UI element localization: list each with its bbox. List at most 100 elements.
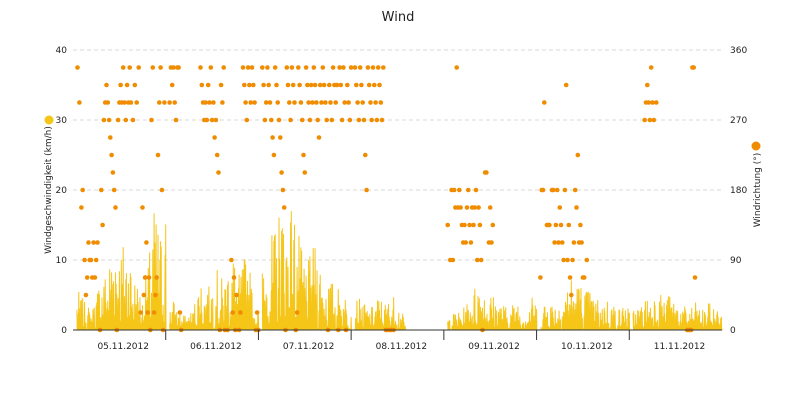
wind-direction-point-2012-11-06-45 xyxy=(249,65,255,70)
wind-direction-point-2012-11-06-21 xyxy=(212,135,217,140)
wind-direction-point-2012-11-05-5 xyxy=(83,292,89,298)
wind-direction-point-2012-11-07-42 xyxy=(314,100,319,105)
x-tick-09.11.2012: 09.11.2012 xyxy=(468,342,520,352)
wind-direction-point-2012-11-05-58 xyxy=(157,100,162,105)
wind-direction-point-2012-11-07-61 xyxy=(338,82,344,88)
wind-direction-point-2012-11-09-13 xyxy=(463,240,469,245)
left-tick-10: 10 xyxy=(56,256,68,266)
wind-direction-point-2012-11-05-54 xyxy=(151,310,157,315)
wind-direction-point-2012-11-07-8 xyxy=(270,135,275,140)
wind-direction-point-2012-11-05-59 xyxy=(158,65,163,70)
left-axis-title: Windgeschwindigkeit (km/h) xyxy=(44,126,54,254)
wind-direction-point-2012-11-10-9 xyxy=(552,240,557,245)
wind-direction-point-2012-11-05-35 xyxy=(123,117,129,123)
wind-direction-point-2012-11-06-5 xyxy=(173,117,179,123)
wind-direction-point-2012-11-07-69 xyxy=(348,65,354,70)
wind-direction-point-2012-11-08-3 xyxy=(356,117,362,123)
wind-direction-point-2012-11-10-14 xyxy=(558,222,564,228)
wind-direction-point-2012-11-07-43 xyxy=(315,117,321,123)
wind-direction-point-2012-11-08-14 xyxy=(370,65,376,70)
wind-direction-point-2012-11-08-11 xyxy=(366,82,372,88)
x-tick-06.11.2012: 06.11.2012 xyxy=(190,342,242,352)
x-tick-11.11.2012: 11.11.2012 xyxy=(654,342,706,352)
wind-direction-point-2012-11-09-9 xyxy=(458,205,463,210)
wind-direction-point-2012-11-08-17 xyxy=(374,117,380,123)
wind-direction-point-2012-11-07-28 xyxy=(296,65,301,70)
wind-direction-point-2012-11-05-34 xyxy=(122,100,127,105)
wind-direction-point-2012-11-05-53 xyxy=(150,65,156,70)
wind-direction-point-2012-11-10-29 xyxy=(578,222,583,228)
wind-direction-point-2012-11-05-31 xyxy=(118,82,123,88)
chart-title: Wind xyxy=(382,10,415,25)
wind-direction-point-2012-11-07-55 xyxy=(330,65,336,70)
wind-direction-point-2012-11-07-48 xyxy=(321,82,327,88)
wind-direction-point-2012-11-07-9 xyxy=(271,152,277,158)
right-tick-180: 180 xyxy=(730,186,747,196)
wind-direction-point-2012-11-09-30 xyxy=(487,205,493,210)
direction-legend-dot xyxy=(751,141,761,151)
wind-direction-point-2012-11-07-17 xyxy=(281,205,287,210)
speed-legend-dot xyxy=(44,115,54,125)
wind-direction-point-2012-11-06-0 xyxy=(167,100,172,105)
wind-direction-point-2012-11-05-1 xyxy=(77,100,82,105)
wind-direction-point-2012-11-07-35 xyxy=(305,82,310,88)
wind-direction-point-2012-11-05-48 xyxy=(144,240,149,245)
wind-direction-point-2012-11-06-38 xyxy=(240,65,246,70)
wind-direction-point-2012-11-05-0 xyxy=(75,65,80,70)
wind-direction-point-2012-11-10-21 xyxy=(567,275,573,280)
wind-direction-point-2012-11-10-11 xyxy=(554,187,560,193)
wind-direction-point-2012-11-07-53 xyxy=(328,100,333,105)
wind-direction-point-2012-11-07-68 xyxy=(347,117,353,123)
wind-direction-point-2012-11-07-45 xyxy=(317,82,323,88)
wind-direction-point-2012-11-09-22 xyxy=(475,257,480,263)
wind-direction-point-2012-11-08-10 xyxy=(365,65,371,70)
wind-direction-point-2012-11-09-17 xyxy=(468,240,474,245)
wind-direction-point-2012-11-06-47 xyxy=(252,100,257,105)
wind-direction-point-2012-11-11-7 xyxy=(651,117,657,123)
wind-direction-point-2012-11-06-16 xyxy=(205,82,211,88)
wind-direction-point-2012-11-08-5 xyxy=(359,82,364,88)
left-tick-0: 0 xyxy=(61,326,67,336)
wind-direction-point-2012-11-11-8 xyxy=(654,100,659,105)
wind-direction-point-2012-11-06-15 xyxy=(204,117,210,123)
wind-direction-point-2012-11-11-6 xyxy=(650,100,655,105)
wind-direction-point-2012-11-08-13 xyxy=(369,117,375,123)
wind-direction-point-2012-11-09-21 xyxy=(473,187,479,193)
wind-direction-point-2012-11-08-6 xyxy=(360,100,366,105)
wind-direction-point-2012-11-10-10 xyxy=(553,222,559,228)
wind-direction-point-2012-11-06-7 xyxy=(176,65,181,70)
wind-direction-point-2012-11-07-1 xyxy=(261,82,266,88)
wind-direction-point-2012-11-07-5 xyxy=(266,82,272,88)
wind-direction-point-2012-11-05-4 xyxy=(82,257,87,263)
wind-direction-point-2012-11-09-32 xyxy=(490,222,496,228)
wind-direction-point-2012-11-10-33 xyxy=(584,257,590,263)
right-axis-title: Windrichtung (°) xyxy=(753,153,763,228)
wind-direction-point-2012-11-08-4 xyxy=(357,65,363,70)
left-y-ticks: 0 10 20 30 40 xyxy=(56,46,68,336)
wind-direction-point-2012-11-05-44 xyxy=(138,310,143,315)
wind-direction-point-2012-11-07-16 xyxy=(280,187,286,193)
wind-direction-point-2012-11-05-24 xyxy=(109,152,114,158)
wind-direction-point-2012-11-09-20 xyxy=(472,205,478,210)
left-tick-30: 30 xyxy=(56,116,68,126)
wind-direction-point-2012-11-08-1 xyxy=(354,82,359,88)
wind-direction-point-2012-11-07-10 xyxy=(272,65,278,70)
wind-direction-point-2012-11-06-43 xyxy=(247,82,252,88)
wind-direction-point-2012-11-10-17 xyxy=(562,187,568,193)
wind-direction-point-2012-11-07-0 xyxy=(260,65,265,70)
wind-speed-line-2012-11-07 xyxy=(261,211,352,331)
wind-direction-point-2012-11-06-39 xyxy=(242,82,247,88)
wind-direction-point-2012-11-06-23 xyxy=(214,152,220,158)
wind-direction-point-2012-11-08-2 xyxy=(355,100,360,105)
right-tick-0: 0 xyxy=(730,326,736,336)
wind-direction-point-2012-11-10-2 xyxy=(540,187,546,193)
wind-direction-point-2012-11-05-16 xyxy=(99,187,104,193)
wind-direction-point-2012-11-06-35 xyxy=(234,292,239,298)
wind-direction-point-2012-11-10-23 xyxy=(570,257,575,263)
wind-direction-point-2012-11-10-25 xyxy=(572,187,578,193)
wind-direction-point-2012-11-05-9 xyxy=(88,257,94,263)
wind-direction-point-2012-11-05-41 xyxy=(132,82,138,88)
wind-direction-point-2012-11-05-45 xyxy=(140,205,145,210)
wind-direction-point-2012-11-07-47 xyxy=(320,65,326,70)
wind-direction-point-2012-11-05-40 xyxy=(130,117,136,123)
